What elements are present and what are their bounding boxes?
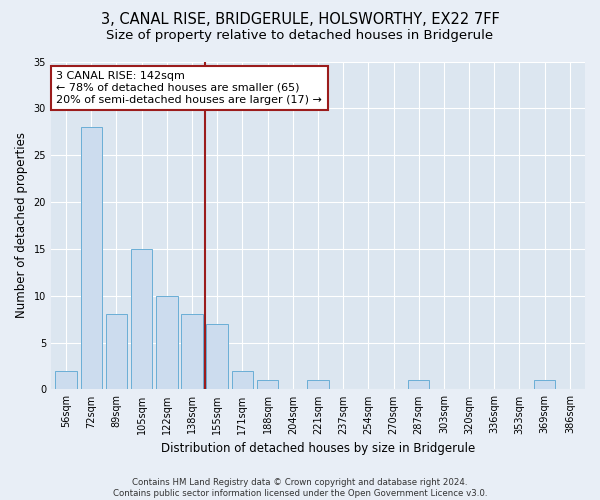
Bar [181,314,203,390]
Bar [106,314,127,390]
Bar [55,370,77,390]
Text: 3, CANAL RISE, BRIDGERULE, HOLSWORTHY, EX22 7FF: 3, CANAL RISE, BRIDGERULE, HOLSWORTHY, E… [101,12,499,28]
Bar [534,380,556,390]
X-axis label: Distribution of detached houses by size in Bridgerule: Distribution of detached houses by size … [161,442,475,455]
Bar [80,127,102,390]
Bar [156,296,178,390]
Y-axis label: Number of detached properties: Number of detached properties [15,132,28,318]
Bar [408,380,430,390]
Bar [257,380,278,390]
Text: Contains HM Land Registry data © Crown copyright and database right 2024.
Contai: Contains HM Land Registry data © Crown c… [113,478,487,498]
Bar [307,380,329,390]
Bar [131,249,152,390]
Bar [206,324,228,390]
Text: Size of property relative to detached houses in Bridgerule: Size of property relative to detached ho… [106,29,494,42]
Bar [232,370,253,390]
Text: 3 CANAL RISE: 142sqm
← 78% of detached houses are smaller (65)
20% of semi-detac: 3 CANAL RISE: 142sqm ← 78% of detached h… [56,72,322,104]
